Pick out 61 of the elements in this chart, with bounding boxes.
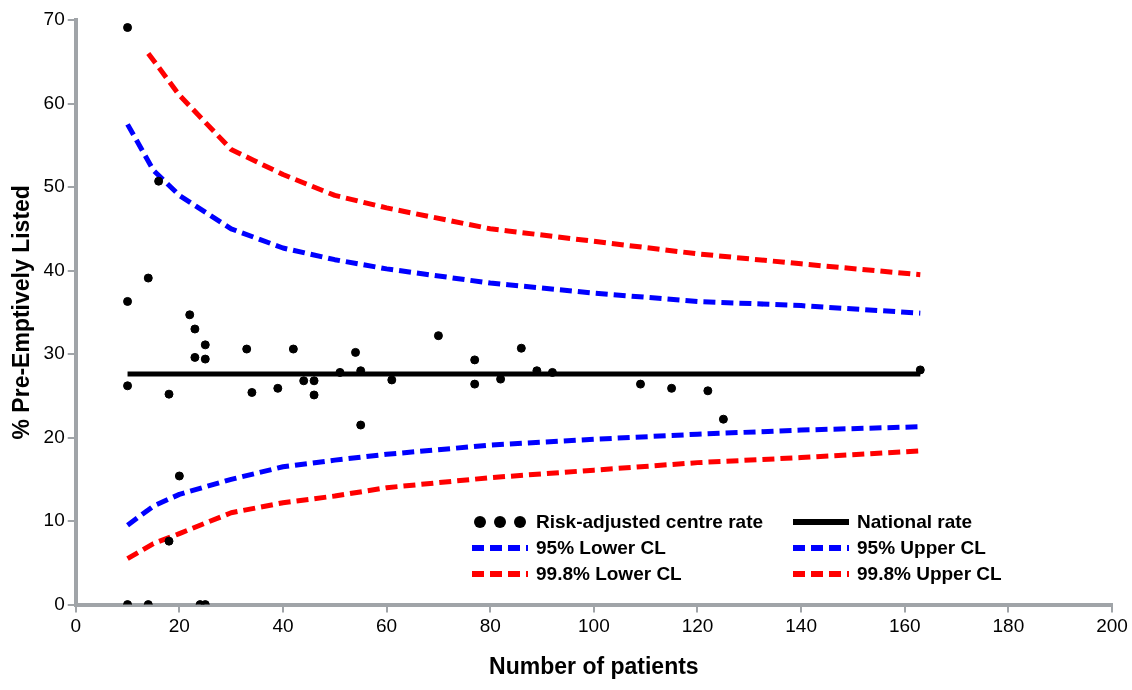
point bbox=[273, 383, 283, 393]
point bbox=[154, 176, 164, 186]
x-tick-label: 180 bbox=[992, 615, 1025, 637]
point bbox=[309, 376, 319, 386]
point bbox=[636, 379, 645, 389]
x-tick-label: 200 bbox=[1096, 615, 1128, 637]
y-tick-label: 70 bbox=[43, 8, 65, 30]
point bbox=[470, 379, 480, 389]
point bbox=[200, 354, 210, 364]
point bbox=[123, 381, 133, 391]
point bbox=[242, 344, 252, 354]
point bbox=[288, 344, 298, 354]
x-tick-label: 100 bbox=[578, 615, 610, 637]
point bbox=[190, 352, 200, 362]
point bbox=[335, 367, 345, 377]
point bbox=[703, 386, 713, 396]
point bbox=[185, 310, 195, 320]
point bbox=[351, 347, 361, 357]
y-tick-label: 50 bbox=[43, 175, 65, 197]
point bbox=[915, 365, 925, 375]
point bbox=[123, 296, 133, 306]
x-tick-label: 60 bbox=[376, 615, 398, 637]
y-tick-label: 60 bbox=[43, 91, 65, 113]
x-tick-label: 80 bbox=[479, 615, 501, 637]
x-tick-label: 20 bbox=[168, 615, 190, 637]
point bbox=[190, 324, 200, 334]
legend-label: Risk-adjusted centre rate bbox=[536, 510, 764, 533]
y-tick-label: 0 bbox=[54, 592, 65, 614]
point bbox=[247, 387, 257, 397]
point bbox=[123, 23, 133, 33]
point bbox=[547, 367, 557, 377]
x-tick-label: 0 bbox=[70, 615, 82, 637]
point bbox=[299, 376, 309, 386]
point bbox=[356, 420, 366, 430]
x-axis-title: Number of patients bbox=[489, 652, 699, 679]
y-tick-label: 30 bbox=[43, 342, 65, 364]
point bbox=[143, 273, 153, 283]
legend-label: 95% Lower CL bbox=[536, 536, 666, 559]
y-tick-label: 10 bbox=[43, 509, 65, 531]
point bbox=[164, 389, 174, 399]
point bbox=[200, 340, 210, 350]
point bbox=[387, 375, 397, 385]
x-tick-label: 120 bbox=[681, 615, 714, 637]
legend-label: National rate bbox=[857, 510, 973, 533]
legend-label: 99.8% Upper CL bbox=[857, 562, 1002, 585]
point bbox=[667, 383, 677, 393]
legend-label: 99.8% Lower CL bbox=[536, 562, 682, 585]
point bbox=[174, 471, 184, 481]
point bbox=[309, 390, 319, 400]
legend-label: 95% Upper CL bbox=[857, 536, 986, 559]
y-tick-label: 40 bbox=[43, 258, 65, 280]
point bbox=[516, 343, 526, 353]
y-axis-title: % Pre-Emptively Listed bbox=[8, 185, 35, 440]
y-tick-label: 20 bbox=[43, 425, 65, 447]
x-tick-label: 160 bbox=[888, 615, 921, 637]
point bbox=[470, 355, 480, 365]
x-tick-label: 40 bbox=[272, 615, 294, 637]
point bbox=[718, 414, 728, 424]
x-tick-label: 140 bbox=[785, 615, 817, 637]
point bbox=[164, 536, 174, 546]
point bbox=[433, 331, 443, 341]
